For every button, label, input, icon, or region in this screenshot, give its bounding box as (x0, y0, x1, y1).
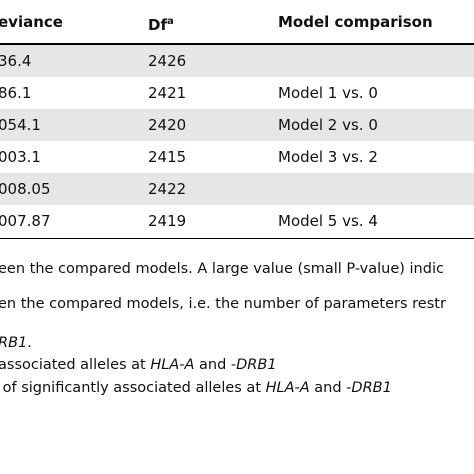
table-cell: Model 1 vs. 0 (278, 84, 378, 102)
footnote: associated alleles at HLA-A and -DRB1 (0, 357, 277, 373)
footnote-text: DRB1 (351, 380, 392, 396)
table-cell: Model 2 vs. 0 (278, 116, 378, 134)
superscript: a (166, 16, 174, 27)
table-cell: 054.1 (0, 116, 41, 134)
footnote-text: DRB1 (236, 357, 277, 373)
header-text: Df (148, 16, 167, 34)
table-rule (0, 238, 474, 239)
table-row: 007.87 2419 Model 5 vs. 4 (0, 205, 474, 237)
table-cell: 2419 (148, 212, 187, 230)
table: eviance Dfa Model comparison 36.4 2426 86.1 24… (0, 0, 474, 237)
table-cell: Model 5 vs. 4 (278, 212, 378, 230)
header-cell: eviance (0, 0, 63, 44)
footnote-text: HLA-A (150, 357, 195, 373)
header-text: eviance (0, 13, 63, 31)
header-row: eviance Dfa Model comparison (0, 0, 474, 45)
table-row: 36.4 2426 (0, 45, 474, 77)
header-text: Model comparison (278, 13, 433, 31)
table-cell: 008.05 (0, 180, 51, 198)
table-row: 008.05 2422 (0, 173, 474, 205)
footnote-text: and - (309, 380, 352, 396)
header-cell: Dfa (148, 0, 174, 47)
footnote: of significantly associated alleles at H… (0, 380, 392, 396)
table-cell: Model 3 vs. 2 (278, 148, 378, 166)
table-cell: 2415 (148, 148, 187, 166)
table-cell: 86.1 (0, 84, 32, 102)
table-row: 054.1 2420 Model 2 vs. 0 (0, 109, 474, 141)
footnote-text: RB1 (0, 335, 28, 351)
footnote-text: . (27, 335, 32, 351)
table-cell: 003.1 (0, 148, 41, 166)
table-cell: 2422 (148, 180, 187, 198)
table-cell: 007.87 (0, 212, 51, 230)
footnote: een the compared models. A large value (… (0, 261, 444, 277)
header-cell: Model comparison (278, 0, 433, 44)
table-row: 003.1 2415 Model 3 vs. 2 (0, 141, 474, 173)
table-cell: 2426 (148, 52, 187, 70)
footnote-text: of significantly associated alleles at (0, 380, 266, 396)
table-row: 86.1 2421 Model 1 vs. 0 (0, 77, 474, 109)
table-cell: 36.4 (0, 52, 32, 70)
table-cell: 2421 (148, 84, 187, 102)
footnote-text: een the compared models. A large value (… (0, 261, 444, 277)
footnote: RB1. (0, 335, 32, 351)
footnote: en the compared models, i.e. the number … (0, 296, 446, 312)
footnote-text: associated alleles at (0, 357, 151, 373)
footnote-text: HLA-A (265, 380, 310, 396)
footnote-text: and - (194, 357, 237, 373)
table-cell: 2420 (148, 116, 187, 134)
footnote-text: en the compared models, i.e. the number … (0, 296, 446, 312)
